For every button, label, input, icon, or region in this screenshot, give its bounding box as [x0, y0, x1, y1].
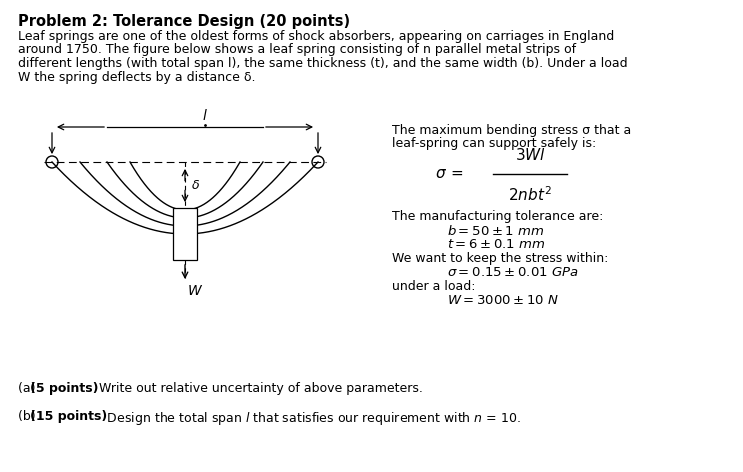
Text: W the spring deflects by a distance δ.: W the spring deflects by a distance δ. [18, 70, 256, 84]
Text: $W$: $W$ [187, 284, 203, 298]
Text: $\sigma = 0.15 \pm 0.01\ GPa$: $\sigma = 0.15 \pm 0.01\ GPa$ [447, 266, 579, 279]
Text: leaf-spring can support safely is:: leaf-spring can support safely is: [392, 137, 596, 150]
Text: around 1750. The figure below shows a leaf spring consisting of n parallel metal: around 1750. The figure below shows a le… [18, 43, 576, 57]
Bar [173, 208, 197, 260]
Text: Design the total span $l$ that satisfies our requirement with $n$ = 10.: Design the total span $l$ that satisfies… [103, 410, 521, 427]
Text: (15 points): (15 points) [30, 410, 107, 423]
Text: different lengths (with total span l), the same thickness (t), and the same widt: different lengths (with total span l), t… [18, 57, 628, 70]
Text: $\sigma\, =$: $\sigma\, =$ [435, 167, 463, 182]
Text: $2nbt^2$: $2nbt^2$ [508, 185, 552, 204]
Text: $\delta$: $\delta$ [191, 179, 200, 192]
Text: $t = 6 \pm 0.1\ mm$: $t = 6 \pm 0.1\ mm$ [447, 238, 545, 251]
Text: We want to keep the stress within:: We want to keep the stress within: [392, 252, 609, 265]
Text: (5 points): (5 points) [30, 382, 99, 395]
Text: Write out relative uncertainty of above parameters.: Write out relative uncertainty of above … [95, 382, 423, 395]
Text: $l$: $l$ [202, 108, 208, 123]
Text: under a load:: under a load: [392, 280, 476, 293]
Text: The maximum bending stress σ that a: The maximum bending stress σ that a [392, 124, 632, 137]
Text: $3Wl$: $3Wl$ [515, 147, 545, 163]
Text: Leaf springs are one of the oldest forms of shock absorbers, appearing on carria: Leaf springs are one of the oldest forms… [18, 30, 614, 43]
Text: (a): (a) [18, 382, 39, 395]
Text: Problem 2: Tolerance Design (20 points): Problem 2: Tolerance Design (20 points) [18, 14, 350, 29]
Text: (b): (b) [18, 410, 39, 423]
Text: $W = 3000 \pm 10\ N$: $W = 3000 \pm 10\ N$ [447, 294, 559, 307]
Text: The manufacturing tolerance are:: The manufacturing tolerance are: [392, 210, 603, 223]
Text: $b = 50 \pm 1\ mm$: $b = 50 \pm 1\ mm$ [447, 224, 545, 238]
